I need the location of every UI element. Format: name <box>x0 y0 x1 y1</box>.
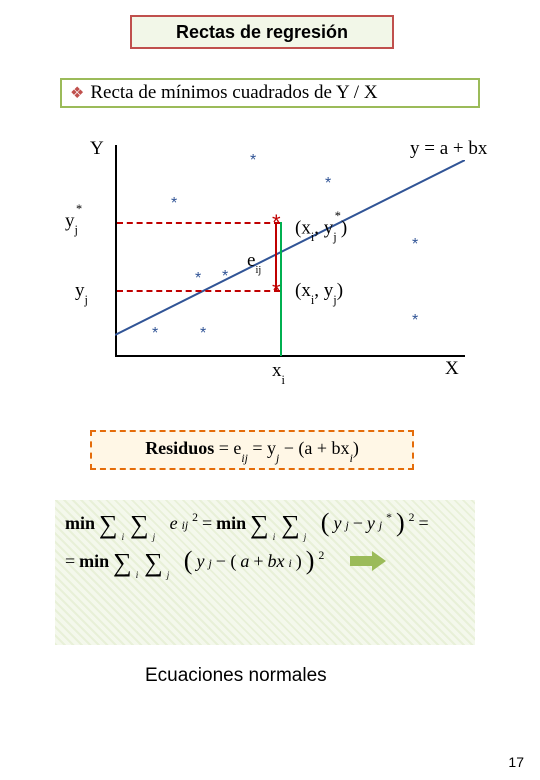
yj-label: yj <box>75 280 88 305</box>
scatter-point: * <box>250 152 256 170</box>
scatter-point: * <box>152 325 158 343</box>
scatter-point: * <box>200 325 206 343</box>
dash-yj <box>117 290 280 292</box>
point-observed-label: (xi, yj) <box>295 280 343 305</box>
scatter-point: * <box>325 175 331 193</box>
subtitle-text: Recta de mínimos cuadrados de Y / X <box>90 82 377 104</box>
page-number: 17 <box>508 754 524 770</box>
ecuaciones-label: Ecuaciones normales <box>145 665 327 687</box>
diamond-icon: ❖ <box>70 83 84 103</box>
scatter-point: * <box>171 195 177 213</box>
dash-yjstar <box>117 222 280 224</box>
scatter-point: * <box>222 268 228 286</box>
eij-label: eij <box>247 250 261 274</box>
xi-label: xi <box>272 360 285 385</box>
y-axis-label: Y <box>90 138 104 160</box>
line-eq-label: y = a + bx <box>410 138 487 160</box>
minimization-panel: min ∑.i ∑.j eij2 = min ∑.i ∑.j (yj − yj*… <box>55 500 475 645</box>
formula-line-2: = min ∑.i ∑.j (yj − (a + bxi))2 <box>65 546 465 576</box>
title-box: Rectas de regresión <box>130 15 394 49</box>
point-marker-obs: * <box>272 278 281 304</box>
title-text: Rectas de regresión <box>176 22 348 42</box>
x-axis-label: X <box>445 358 459 380</box>
residuos-box: Residuos = eij = yj − (a + bxi) <box>90 430 414 470</box>
scatter-point: * <box>195 270 201 288</box>
point-marker-line: * <box>272 210 281 236</box>
scatter-point: * <box>412 236 418 254</box>
x-axis <box>115 355 465 357</box>
point-on-line-label: (xi, yj*) <box>295 215 347 242</box>
scatter-point: * <box>412 312 418 330</box>
subtitle-box: ❖ Recta de mínimos cuadrados de Y / X <box>60 78 480 108</box>
formula-line-1: min ∑.i ∑.j eij2 = min ∑.i ∑.j (yj − yj*… <box>65 508 465 538</box>
arrow-right-icon <box>350 551 386 571</box>
regression-chart: Y y = a + bx yj* yj eij (xi, yj*) (xi, y… <box>50 140 490 390</box>
residuos-formula: Residuos = eij = yj − (a + bxi) <box>145 438 359 462</box>
yjstar-label: yj* <box>65 208 82 235</box>
